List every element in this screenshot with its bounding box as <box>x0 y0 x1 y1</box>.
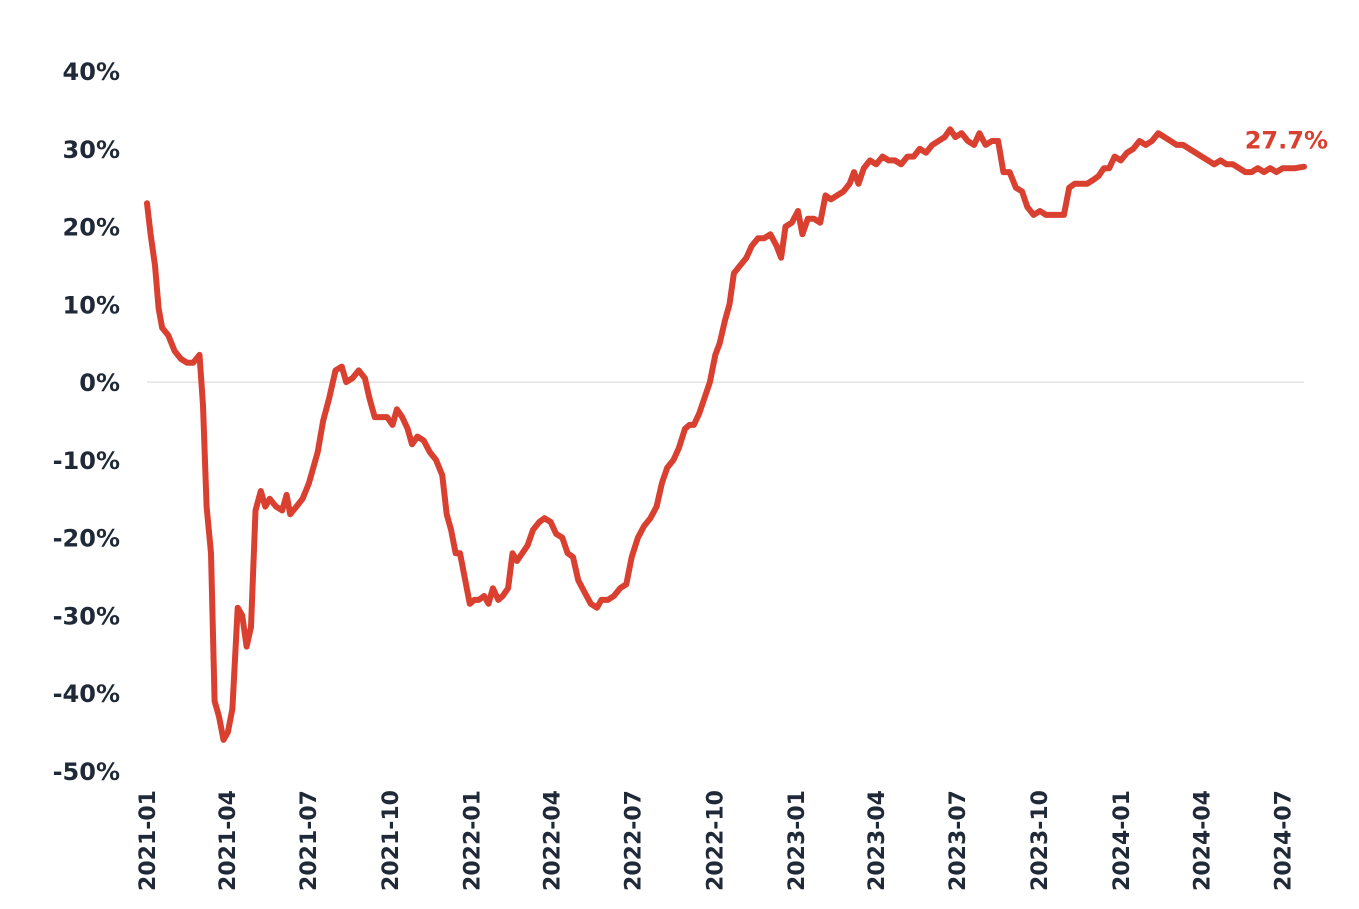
series-line <box>144 126 1307 743</box>
x-tick-label: 2024-01 <box>1110 790 1135 891</box>
x-tick-label: 2024-07 <box>1272 790 1297 891</box>
x-tick-label: 2022-07 <box>622 790 647 891</box>
x-axis: 2021-01 2021-04 2021-07 2021-10 2022-01 2022-… <box>136 790 1297 891</box>
x-tick-label: 2022-04 <box>541 790 566 891</box>
x-tick-label: 2023-07 <box>946 790 971 891</box>
x-tick-label: 2022-10 <box>703 790 728 891</box>
y-tick-label: -20% <box>53 525 120 553</box>
x-tick-label: 2021-04 <box>216 790 241 891</box>
label-layer: 27.7% <box>1245 127 1328 155</box>
series-layer <box>144 126 1307 743</box>
x-tick-label: 2021-07 <box>297 790 322 891</box>
y-tick-label: 20% <box>63 214 120 242</box>
x-tick-label: 2021-10 <box>379 790 404 891</box>
last-value-label: 27.7% <box>1245 127 1328 155</box>
x-tick-label: 2024-04 <box>1191 790 1216 891</box>
y-tick-label: -40% <box>53 680 120 708</box>
x-tick-label: 2021-01 <box>136 790 161 891</box>
y-tick-label: -50% <box>53 758 120 786</box>
y-tick-label: 10% <box>63 291 120 319</box>
x-tick-label: 2023-10 <box>1028 790 1053 891</box>
y-tick-label: -30% <box>53 602 120 630</box>
x-tick-label: 2022-01 <box>461 790 486 891</box>
y-tick-label: 30% <box>63 136 120 164</box>
x-tick-label: 2023-04 <box>865 790 890 891</box>
y-tick-label: 0% <box>79 369 120 397</box>
x-tick-label: 2023-01 <box>785 790 810 891</box>
y-tick-label: -10% <box>53 447 120 475</box>
y-axis: 40% 30% 20% 10% 0% -10% -20% -30% -40% -50% <box>53 58 120 786</box>
y-tick-label: 40% <box>63 58 120 86</box>
